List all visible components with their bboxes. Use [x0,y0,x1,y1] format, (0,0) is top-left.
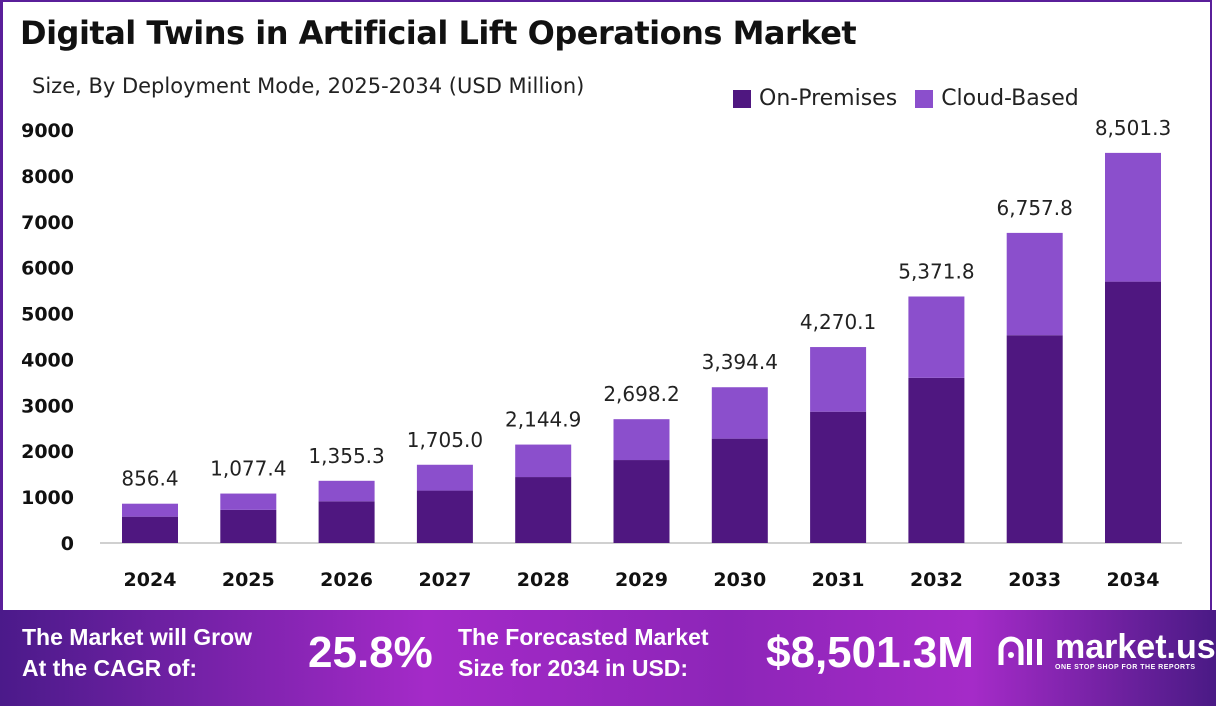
y-tick-label: 0 [61,533,74,555]
y-tick-label: 2000 [21,441,74,463]
x-tick-label: 2032 [910,569,963,591]
bar-on-premises [908,377,965,543]
bar-on-premises [613,460,670,543]
total-data-label: 1,077.4 [210,457,286,481]
y-tick-label: 1000 [21,487,74,509]
chart-frame [0,0,1212,610]
total-data-label: 8,501.3 [1095,116,1171,140]
bar-on-premises [416,490,473,543]
total-data-label: 4,270.1 [800,310,876,334]
x-tick-label: 2026 [320,569,373,591]
x-tick-label: 2030 [713,569,766,591]
legend-swatch [733,89,751,108]
x-tick-label: 2034 [1107,569,1160,591]
bar-chart: 0 1000 2000 3000 4000 5000 6000 7000 8000 9000 856… [21,116,1182,591]
total-data-label: 5,371.8 [898,259,974,283]
footer-banner: The Market will Grow At the CAGR of: 25.8… [0,610,1216,706]
cagr-label-line: At the CAGR of: [22,655,198,681]
bar-on-premises [220,509,277,543]
total-data-label: 6,757.8 [997,196,1073,220]
bar-cloud-based [122,503,178,517]
x-tick-label: 2033 [1008,569,1061,591]
total-data-label: 2,144.9 [505,408,581,432]
bar-cloud-based [318,480,375,502]
legend-label: Cloud-Based [941,86,1079,111]
logo-tagline: ONE STOP SHOP FOR THE REPORTS [1055,664,1196,671]
bar-on-premises [810,411,867,543]
legend-item-on-premises: On-Premises [733,86,897,111]
total-data-label: 1,355.3 [308,444,384,468]
legend: On-Premises Cloud-Based [733,86,1079,111]
bar-on-premises [515,477,572,543]
x-tick-label: 2028 [517,569,570,591]
total-data-label: 3,394.4 [702,350,778,374]
chart-subtitle: Size, By Deployment Mode, 2025-2034 (USD… [32,74,585,98]
total-data-label: 2,698.2 [603,382,679,406]
y-tick-label: 8000 [21,166,74,188]
cagr-label-line: The Market will Grow [22,624,253,650]
y-tick-label: 7000 [21,212,74,234]
bar-on-premises [318,501,375,543]
legend-swatch [915,89,934,108]
legend-label: On-Premises [759,86,898,111]
y-tick-label: 5000 [21,304,74,326]
forecast-label: The Forecasted Market Size for 2034 in US… [458,622,709,684]
x-tick-label: 2025 [222,569,275,591]
x-tick-label: 2029 [615,569,668,591]
total-data-label: 856.4 [121,467,178,491]
bar-on-premises [711,438,768,543]
bar-cloud-based [908,296,965,378]
forecast-label-line: The Forecasted Market [458,624,709,650]
forecast-value: $8,501.3M [766,628,974,677]
y-tick-label: 9000 [21,120,74,142]
bar-cloud-based [711,387,768,439]
cagr-value: 25.8% [308,628,433,677]
legend-item-cloud-based: Cloud-Based [915,86,1079,111]
logo-name: market.us [1055,628,1216,666]
bar-cloud-based [220,493,277,510]
y-tick-label: 6000 [21,258,74,280]
bar-cloud-based [1105,152,1161,282]
bar-on-premises [122,516,178,543]
logo-icon [998,636,1042,665]
y-tick-label: 4000 [21,349,74,371]
forecast-label-line: Size for 2034 in USD: [458,655,689,681]
market-us-logo: market.us ONE STOP SHOP FOR THE REPORTS [995,630,1216,671]
chart-title: Digital Twins in Artificial Lift Operati… [20,14,857,52]
bar-cloud-based [416,464,473,491]
bar-on-premises [1006,335,1063,543]
cagr-label: The Market will Grow At the CAGR of: [22,622,252,684]
x-tick-label: 2024 [124,569,177,591]
x-tick-label: 2027 [418,569,471,591]
total-data-label: 1,705.0 [407,428,483,452]
x-tick-label: 2031 [812,569,865,591]
bar-on-premises [1105,281,1161,543]
bar-cloud-based [810,347,867,412]
bar-cloud-based [515,444,572,478]
y-tick-label: 3000 [21,395,74,417]
bar-cloud-based [1006,232,1063,336]
bar-cloud-based [613,419,670,461]
